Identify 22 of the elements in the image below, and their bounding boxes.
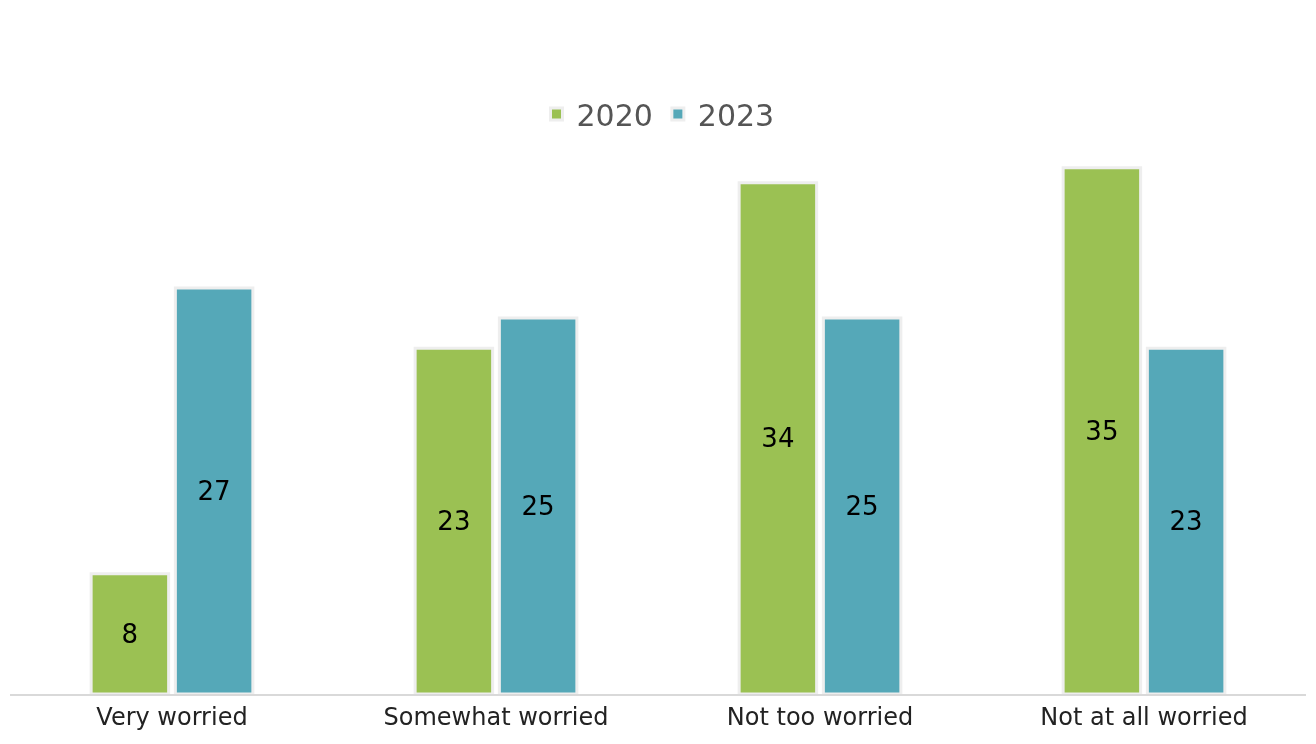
bar: [1145, 346, 1227, 694]
x-tick-label: Very worried: [96, 702, 248, 731]
bar: [173, 286, 255, 694]
data-label: 23: [437, 506, 471, 537]
legend-label: 2020: [576, 97, 653, 133]
data-label: 25: [845, 491, 879, 522]
legend-label: 2023: [697, 97, 775, 133]
bar: [89, 572, 171, 694]
bar: [497, 316, 579, 694]
x-tick-label: Not at all worried: [1040, 702, 1248, 731]
data-label: 8: [121, 618, 139, 649]
x-tick-label: Not too worried: [726, 702, 914, 731]
data-label: 27: [197, 476, 231, 506]
x-tick-label: Somewhat worried: [383, 702, 609, 731]
data-label: 25: [521, 491, 555, 522]
data-label: 35: [1085, 415, 1119, 446]
bar: [821, 316, 903, 694]
bar: [1061, 166, 1143, 694]
bar: [413, 346, 495, 694]
data-label: 23: [1169, 506, 1203, 537]
data-label: 34: [761, 423, 795, 454]
bar: [737, 181, 819, 694]
